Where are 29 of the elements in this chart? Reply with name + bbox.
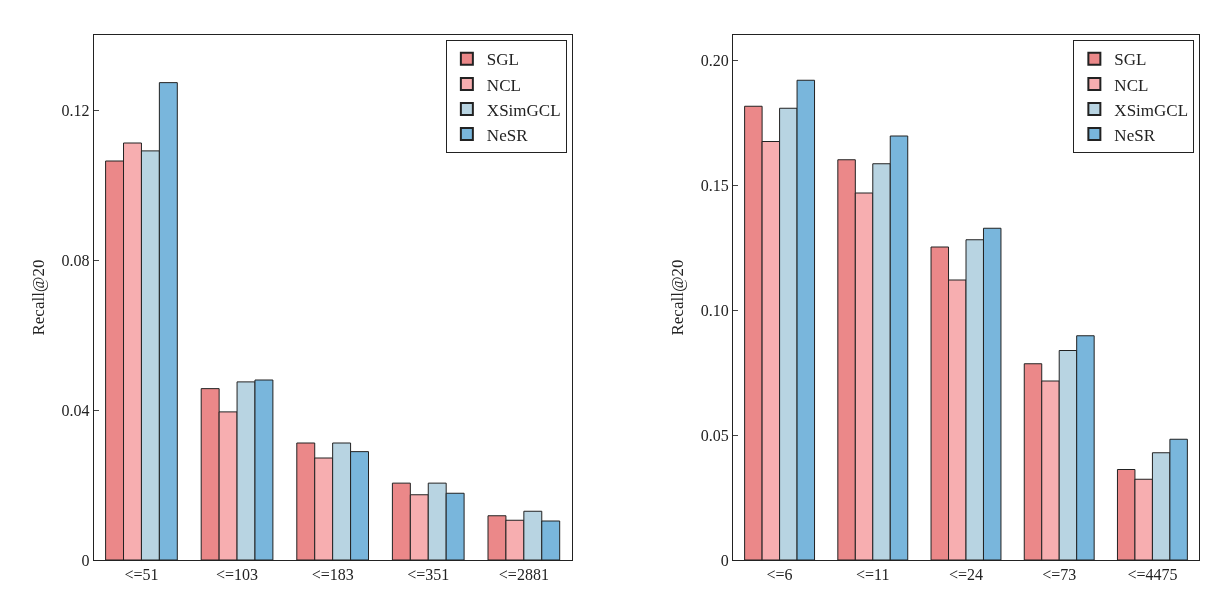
x-tick-label: <=183 — [311, 566, 354, 584]
legend-label: SGL — [486, 50, 519, 70]
x-tick-label: <=11 — [856, 566, 890, 584]
legend-label: NeSR — [1114, 125, 1156, 145]
legend-label: SGL — [1114, 50, 1147, 70]
y-tick-label: 0.15 — [700, 176, 729, 194]
x-tick-label: <=73 — [1042, 566, 1077, 584]
legend-label: NCL — [1114, 75, 1149, 95]
x-tick-label: <=24 — [948, 566, 984, 584]
x-tick-label: <=351 — [407, 566, 450, 584]
legend-label: XSimGCL — [486, 100, 561, 120]
y-tick-label: 0.12 — [61, 101, 90, 119]
x-tick-label: <=4475 — [1127, 566, 1178, 584]
y-tick-label: 0 — [720, 551, 729, 569]
legend-label: XSimGCL — [1114, 100, 1189, 120]
y-axis-title: Recall@20 — [29, 259, 48, 336]
legend-label: NeSR — [486, 125, 529, 145]
x-tick-label: <=51 — [124, 566, 159, 584]
y-tick-label: 0.04 — [61, 401, 90, 419]
y-tick-label: 0.20 — [700, 51, 729, 69]
x-tick-label: <=103 — [216, 566, 259, 584]
y-tick-label: 0.05 — [700, 426, 729, 444]
x-tick-label: <=6 — [766, 566, 793, 584]
y-tick-label: 0.08 — [61, 251, 90, 269]
y-axis-title: Recall@20 — [668, 259, 688, 336]
y-tick-label: 0 — [81, 551, 90, 569]
x-tick-label: <=2881 — [498, 566, 549, 584]
y-tick-label: 0.10 — [700, 301, 729, 319]
legend-label: NCL — [486, 75, 521, 95]
